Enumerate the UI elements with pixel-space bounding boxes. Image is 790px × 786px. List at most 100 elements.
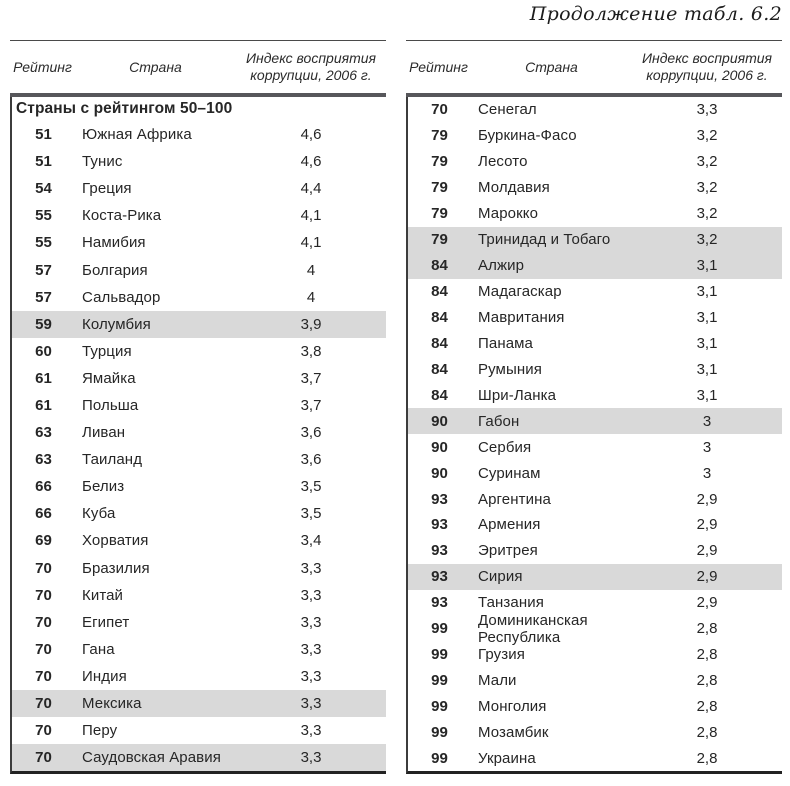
country-cell: Сербия bbox=[478, 438, 532, 456]
rank-cell: 70 bbox=[35, 559, 52, 577]
rank-cell: 54 bbox=[35, 180, 52, 198]
rank-cell: 69 bbox=[35, 532, 52, 550]
rank-cell: 79 bbox=[431, 179, 448, 197]
rank-cell: 63 bbox=[35, 424, 52, 442]
table-row: 63 Таиланд 3,6 bbox=[12, 446, 386, 473]
country-cell: Бразилия bbox=[82, 559, 150, 577]
table-row: 93 Танзания 2,9 bbox=[408, 590, 782, 616]
index-cell: 2,9 bbox=[696, 516, 718, 534]
country-cell: Куба bbox=[82, 505, 116, 523]
rank-cell: 55 bbox=[35, 234, 52, 252]
country-cell: Сальвадор bbox=[82, 288, 161, 306]
rank-cell: 63 bbox=[35, 451, 52, 469]
rank-cell: 84 bbox=[431, 386, 448, 404]
country-cell: Сенегал bbox=[478, 101, 537, 119]
rank-cell: 99 bbox=[431, 620, 448, 638]
rank-cell: 84 bbox=[431, 283, 448, 301]
rank-cell: 93 bbox=[431, 516, 448, 534]
rank-cell: 61 bbox=[35, 396, 52, 414]
index-cell: 2,8 bbox=[696, 620, 718, 638]
index-cell: 2,8 bbox=[696, 672, 718, 690]
index-cell: 3,7 bbox=[300, 396, 322, 414]
rank-cell: 70 bbox=[35, 695, 52, 713]
rank-cell: 51 bbox=[35, 153, 52, 171]
index-cell: 3,3 bbox=[300, 640, 322, 658]
index-cell: 2,8 bbox=[696, 749, 718, 767]
index-cell: 3,3 bbox=[300, 722, 322, 740]
table-row: 84 Румыния 3,1 bbox=[408, 356, 782, 382]
rank-cell: 60 bbox=[35, 342, 52, 360]
index-cell: 3,5 bbox=[300, 478, 322, 496]
table-row: 99 Доминиканская Республика 2,8 bbox=[408, 612, 782, 646]
index-cell: 3,1 bbox=[696, 360, 718, 378]
rank-cell: 70 bbox=[35, 586, 52, 604]
rank-cell: 84 bbox=[431, 308, 448, 326]
table-row: 59 Колумбия 3,9 bbox=[12, 310, 386, 338]
country-cell: Греция bbox=[82, 180, 132, 198]
table-row: 70 Саудовская Аравия 3,3 bbox=[12, 744, 386, 772]
country-cell: Белиз bbox=[82, 478, 125, 496]
index-cell: 3,2 bbox=[696, 127, 718, 145]
table-row: 99 Монголия 2,8 bbox=[408, 694, 782, 720]
table-row: 70 Сенегал 3,3 bbox=[408, 97, 782, 123]
table-row: 93 Аргентина 2,9 bbox=[408, 486, 782, 512]
rank-cell: 99 bbox=[431, 646, 448, 664]
country-cell: Мадагаскар bbox=[478, 283, 562, 301]
rank-cell: 66 bbox=[35, 505, 52, 523]
rank-cell: 66 bbox=[35, 478, 52, 496]
index-cell: 3,7 bbox=[300, 369, 322, 387]
index-cell: 3,5 bbox=[300, 505, 322, 523]
table-row: 93 Армения 2,9 bbox=[408, 512, 782, 538]
index-cell: 3,6 bbox=[300, 451, 322, 469]
table-row: 90 Габон 3 bbox=[408, 408, 782, 435]
country-cell: Саудовская Аравия bbox=[82, 749, 221, 767]
country-cell: Румыния bbox=[478, 360, 542, 378]
rank-cell: 55 bbox=[35, 207, 52, 225]
table-row: 70 Египет 3,3 bbox=[12, 609, 386, 636]
country-cell: Коста-Рика bbox=[82, 207, 162, 225]
country-cell: Алжир bbox=[478, 257, 525, 275]
country-cell: Колумбия bbox=[82, 315, 151, 333]
index-cell: 3,1 bbox=[696, 334, 718, 352]
table-row: 84 Шри-Ланка 3,1 bbox=[408, 382, 782, 408]
index-cell: 2,9 bbox=[696, 542, 718, 560]
table-row: 69 Хорватия 3,4 bbox=[12, 527, 386, 554]
table-row: 79 Тринидад и Тобаго 3,2 bbox=[408, 226, 782, 253]
country-cell: Марокко bbox=[478, 205, 539, 223]
index-cell: 3 bbox=[702, 412, 712, 430]
country-cell: Египет bbox=[82, 613, 130, 631]
rank-cell: 70 bbox=[431, 101, 448, 119]
country-cell: Буркина-Фасо bbox=[478, 127, 577, 145]
table-row: 70 Китай 3,3 bbox=[12, 582, 386, 609]
country-cell: Мозамбик bbox=[478, 723, 549, 741]
country-cell: Шри-Ланка bbox=[478, 386, 557, 404]
index-cell: 4,6 bbox=[300, 126, 322, 144]
table-row: 99 Мозамбик 2,8 bbox=[408, 720, 782, 746]
country-cell: Китай bbox=[82, 586, 124, 604]
rank-cell: 79 bbox=[431, 127, 448, 145]
rank-cell: 61 bbox=[35, 369, 52, 387]
index-cell: 2,9 bbox=[696, 490, 718, 508]
country-cell: Украина bbox=[478, 749, 536, 767]
table-row: 99 Грузия 2,8 bbox=[408, 642, 782, 668]
rank-cell: 57 bbox=[35, 288, 52, 306]
table-row: 51 Южная Африка 4,6 bbox=[12, 121, 386, 148]
country-cell: Панама bbox=[478, 334, 534, 352]
right-table-body: 70 Сенегал 3,3 79 Буркина-Фасо 3,2 79 Лесото 3,2… bbox=[406, 97, 782, 775]
country-cell: Гана bbox=[82, 640, 115, 658]
index-cell: 3,3 bbox=[300, 613, 322, 631]
rank-cell: 57 bbox=[35, 261, 52, 279]
table-row: 66 Белиз 3,5 bbox=[12, 473, 386, 500]
right-table-header-row: Рейтинг Страна Индекс восприятия коррупц… bbox=[406, 40, 782, 97]
rank-cell: 99 bbox=[431, 749, 448, 767]
country-cell: Аргентина bbox=[478, 490, 551, 508]
country-cell: Мавритания bbox=[478, 308, 565, 326]
table-row: 70 Мексика 3,3 bbox=[12, 689, 386, 718]
country-cell: Молдавия bbox=[478, 179, 550, 197]
table-row: 79 Лесото 3,2 bbox=[408, 149, 782, 175]
country-cell: Тунис bbox=[82, 153, 123, 171]
index-cell: 2,9 bbox=[696, 568, 718, 586]
index-cell: 4,1 bbox=[300, 207, 322, 225]
index-cell: 4,6 bbox=[300, 153, 322, 171]
rank-cell: 90 bbox=[431, 412, 448, 430]
